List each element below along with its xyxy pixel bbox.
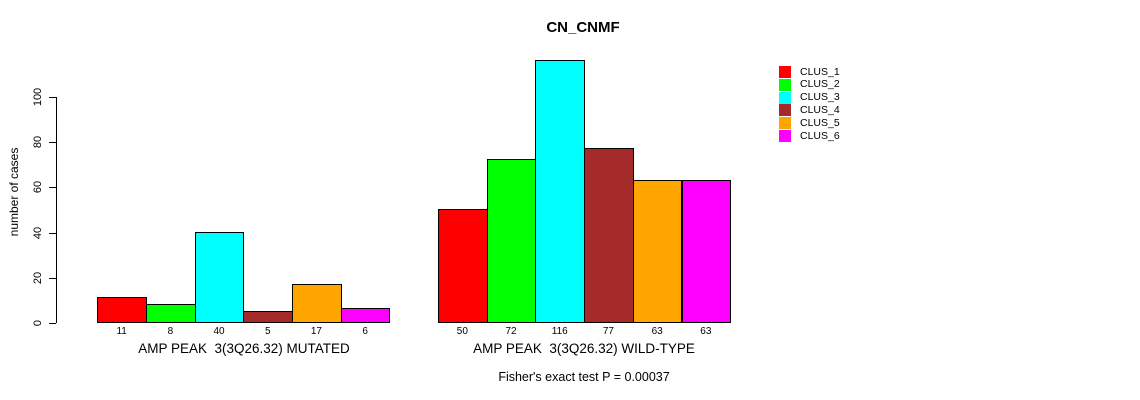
- bar-clus_3-group1: [194, 231, 245, 323]
- bar-value-label: 72: [505, 326, 517, 337]
- bar-value-label: 17: [310, 326, 322, 337]
- bar-clus_4-group2: [584, 147, 634, 323]
- y-axis-tick-label: 80: [32, 136, 44, 149]
- bar-clus_6-group2: [681, 179, 732, 323]
- legend-label-clus_2: CLUS_2: [800, 78, 840, 91]
- bar-value-label: 116: [551, 326, 568, 337]
- bar-value-label: 8: [167, 326, 174, 337]
- group-label-wild-type: AMP PEAK 3(3Q26.32) WILD-TYPE: [473, 341, 695, 356]
- y-axis-tick: [49, 142, 56, 144]
- legend-label-clus_5: CLUS_5: [800, 116, 840, 129]
- legend-label-clus_4: CLUS_4: [800, 103, 840, 116]
- bar-value-label: 5: [264, 326, 271, 337]
- y-axis-tick-label: 40: [32, 226, 44, 239]
- y-axis-tick-label: 20: [32, 271, 44, 284]
- y-axis-tick: [49, 277, 56, 279]
- fisher-test-footnote: Fisher's exact test P = 0.00037: [498, 370, 670, 384]
- chart-title: CN_CNMF: [546, 19, 620, 36]
- y-axis-tick: [49, 187, 56, 189]
- y-axis-tick: [49, 323, 56, 324]
- legend-label-clus_6: CLUS_6: [800, 129, 840, 142]
- bar-clus_3-group2: [535, 59, 586, 323]
- group-label-mutated: AMP PEAK 3(3Q26.32) MUTATED: [138, 341, 350, 356]
- bar-clus_2-group1: [146, 303, 196, 323]
- legend-swatch-clus_1: [779, 66, 791, 78]
- bar-value-label: 11: [116, 326, 127, 337]
- y-axis-tick: [49, 232, 56, 234]
- legend-swatch-clus_6: [779, 130, 791, 142]
- legend-swatch-clus_2: [779, 78, 791, 91]
- bar-clus_1-group1: [97, 297, 147, 323]
- y-axis-title: number of cases: [7, 147, 21, 237]
- bar-value-label: 63: [651, 326, 663, 337]
- y-axis-tick: [49, 97, 56, 98]
- bar-value-label: 77: [602, 326, 614, 337]
- y-axis-tick-label: 60: [32, 181, 44, 194]
- bar-value-label: 6: [362, 326, 368, 337]
- bar-clus_1-group2: [438, 209, 488, 323]
- bar-clus_5-group2: [632, 179, 683, 323]
- legend-swatch-clus_5: [779, 117, 791, 130]
- bar-clus_2-group2: [486, 159, 537, 323]
- legend-swatch-clus_3: [779, 91, 791, 104]
- bar-value-label: 50: [456, 326, 468, 337]
- legend-label-clus_1: CLUS_1: [800, 65, 840, 78]
- bar-value-label: 40: [213, 326, 225, 337]
- y-axis-tick-label: 100: [32, 87, 44, 107]
- y-axis-line: [56, 97, 57, 323]
- bar-clus_6-group1: [340, 308, 391, 323]
- bar-clus_4-group1: [243, 310, 294, 323]
- legend-label-clus_3: CLUS_3: [800, 91, 840, 104]
- bar-value-label: 63: [700, 326, 712, 337]
- legend-swatch-clus_4: [779, 104, 791, 117]
- bar-clus_5-group1: [292, 283, 342, 323]
- y-axis-tick-label: 0: [32, 319, 44, 327]
